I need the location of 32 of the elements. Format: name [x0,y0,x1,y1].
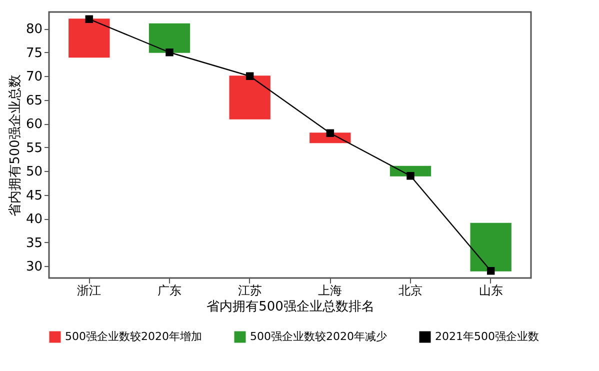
bar [68,18,110,58]
y-tick-label: 50 [26,164,42,180]
point [166,48,174,56]
point [326,129,334,137]
point [406,172,414,180]
y-tick-label: 55 [26,140,42,156]
y-tick-label: 35 [26,236,42,251]
y-tick-label: 75 [26,46,42,61]
x-tick-label: 山东 [478,284,503,298]
y-tick-label: 70 [26,70,42,85]
x-axis-title: 省内拥有500强企业总数排名 [206,300,374,314]
legend-label: 500强企业数较2020年减少 [250,330,387,343]
x-tick-label: 浙江 [77,284,102,298]
x-tick-label: 江苏 [238,284,262,298]
y-tick-label: 45 [26,188,42,204]
y-axis-title: 省内拥有500强企业总数 [8,74,23,216]
y-tick-label: 40 [26,212,42,228]
bar [229,76,270,120]
x-tick-label: 广东 [158,284,182,298]
point [85,15,94,23]
y-tick-label: 65 [26,93,42,108]
x-tick-label: 北京 [398,284,422,298]
y-tick-label: 60 [26,117,42,132]
y-tick-label: 30 [26,260,42,275]
y-tick-label: 80 [26,22,42,38]
legend-label: 2021年500强企业数 [435,330,539,343]
point [486,267,495,275]
x-tick-label: 上海 [318,284,342,298]
bar [148,23,190,53]
point [246,72,254,80]
legend-label: 500强企业数较2020年增加 [65,330,202,343]
bar [470,222,512,272]
